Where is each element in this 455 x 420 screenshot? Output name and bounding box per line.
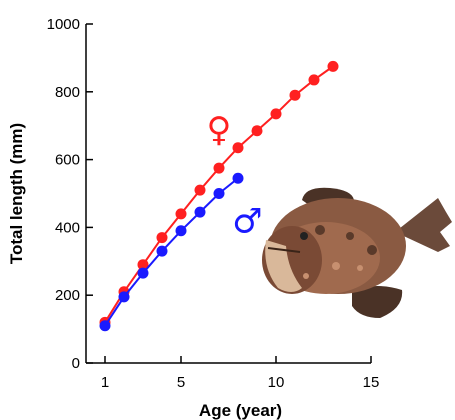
data-point: [99, 320, 111, 332]
data-point: [327, 60, 339, 72]
data-point: [232, 172, 244, 184]
data-point: [232, 142, 244, 154]
x-tick-label: 5: [177, 374, 185, 391]
data-point: [175, 225, 187, 237]
data-point: [194, 206, 206, 218]
series-label-1: ♂: [232, 201, 262, 241]
data-point: [137, 267, 149, 279]
data-point: [213, 162, 225, 174]
data-point: [175, 208, 187, 220]
data-point: [308, 74, 320, 86]
data-point: [137, 259, 149, 271]
series-label-0: ♀: [207, 110, 232, 150]
data-point: [213, 188, 225, 199]
y-tick-label: 1000: [47, 16, 80, 33]
series-line-1: [104, 177, 239, 327]
x-axis-title: Age (year): [199, 401, 282, 420]
data-point: [156, 232, 168, 244]
data-point: [251, 125, 263, 137]
x-tick-label: 15: [363, 374, 380, 391]
data-point: [270, 108, 282, 120]
data-point: [118, 291, 130, 303]
x-tick-label: 1: [101, 374, 109, 391]
data-point: [289, 89, 301, 101]
series-layer: ♀♂: [99, 60, 339, 332]
y-axis-title: Total length (mm): [7, 123, 26, 264]
data-point: [194, 184, 206, 196]
data-point: [156, 245, 168, 257]
y-tick-label: 400: [55, 219, 80, 236]
y-tick-label: 0: [72, 355, 80, 372]
anglerfish-icon: [262, 187, 452, 318]
y-tick-label: 600: [55, 152, 80, 169]
x-tick-label: 10: [268, 374, 285, 391]
y-tick-label: 800: [55, 84, 80, 101]
y-tick-label: 200: [55, 287, 80, 304]
